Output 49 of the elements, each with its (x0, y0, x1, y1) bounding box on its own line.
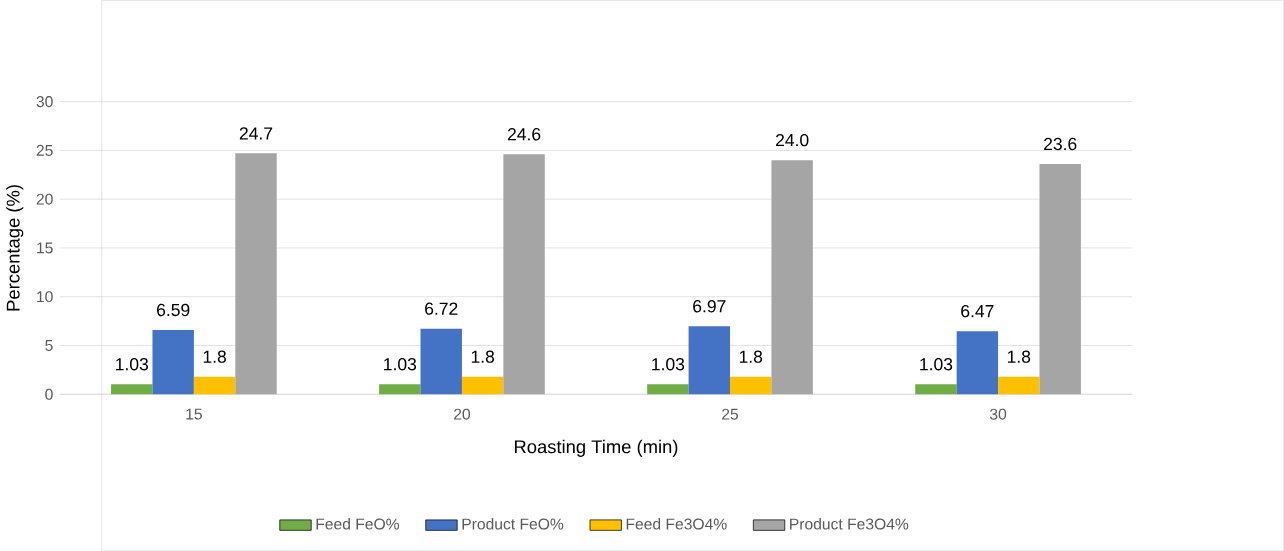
bar (152, 329, 194, 395)
data-label: 1.8 (739, 350, 763, 363)
x-tick-label: 30 (989, 408, 1007, 420)
y-axis-title: Percentage (%) (6, 185, 24, 311)
bar (730, 376, 772, 395)
legend-label: Feed FeO% (316, 518, 400, 530)
y-tick-label: 30 (36, 96, 53, 108)
bar (111, 384, 153, 395)
bar (379, 384, 421, 395)
legend-label: Product Fe3O4% (790, 518, 909, 530)
x-tick-label: 15 (186, 408, 202, 420)
data-label: 1.8 (203, 350, 226, 363)
bar (193, 376, 236, 395)
bar (503, 154, 545, 395)
x-tick-label: 25 (722, 408, 739, 420)
data-label: 6.97 (693, 299, 726, 313)
y-tick-label: 10 (37, 291, 53, 303)
data-label: 6.59 (157, 303, 190, 317)
bar (1039, 163, 1081, 395)
data-label: 24.7 (239, 127, 273, 140)
bar (420, 328, 462, 395)
data-label: 1.8 (1007, 350, 1031, 363)
y-tick-label: 0 (45, 388, 53, 400)
bar (688, 326, 731, 395)
bar (771, 160, 813, 395)
x-tick-label: 20 (454, 408, 471, 420)
y-tick-label: 20 (36, 193, 53, 205)
data-label: 23.6 (1044, 137, 1077, 151)
data-label: 24.0 (775, 133, 809, 147)
data-label: 6.47 (961, 304, 994, 318)
data-label: 1.03 (652, 357, 685, 371)
y-tick-label: 25 (36, 144, 53, 156)
bar (915, 384, 957, 395)
y-tick-label: 5 (45, 339, 53, 351)
bar (998, 376, 1040, 395)
data-label: 24.6 (507, 127, 541, 141)
bar (461, 376, 504, 395)
legend-label: Product FeO% (462, 518, 564, 530)
data-label: 1.03 (384, 357, 417, 371)
x-axis-title: Roasting Time (min) (514, 439, 678, 457)
data-label: 1.03 (920, 357, 953, 371)
legend-label: Feed Fe3O4% (626, 518, 727, 530)
bar (956, 331, 999, 395)
data-label: 6.72 (425, 302, 458, 315)
bar (235, 153, 277, 395)
bar (647, 384, 689, 395)
data-label: 1.03 (116, 357, 148, 371)
y-tick-label: 15 (37, 242, 53, 254)
data-label: 1.8 (471, 350, 495, 363)
